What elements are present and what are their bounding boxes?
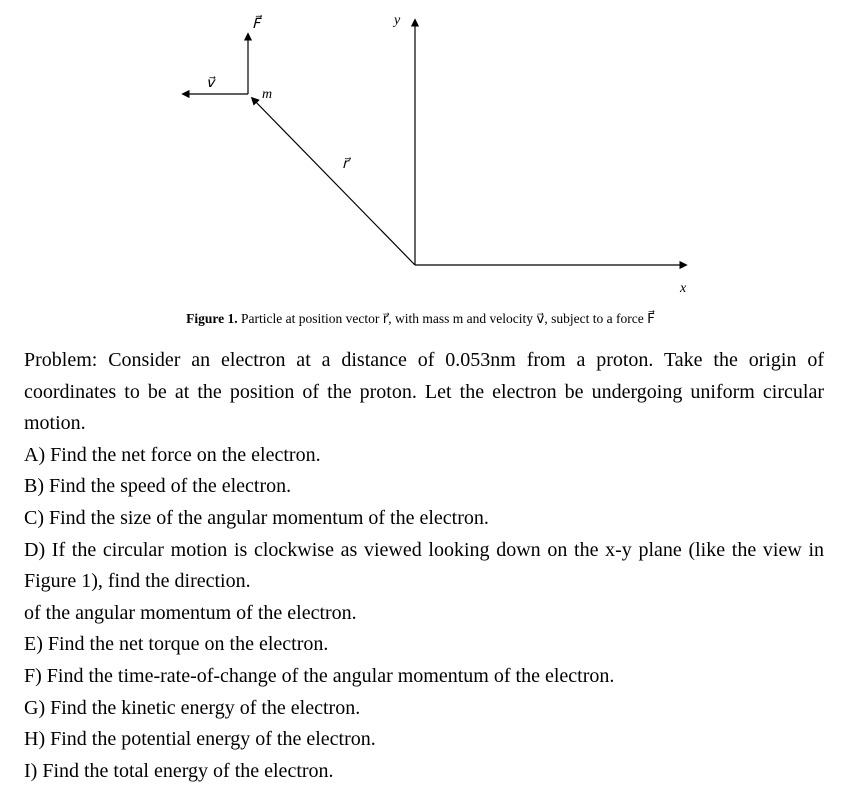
part-d: D) If the circular motion is clockwise a… — [24, 535, 824, 598]
f-vector-label: F⃗ — [252, 14, 262, 32]
caption-text: Particle at position vector r⃗, with mas… — [238, 311, 655, 326]
figure-caption: Figure 1. Particle at position vector r⃗… — [0, 311, 841, 327]
part-c: C) Find the size of the angular momentum… — [24, 503, 824, 535]
r-vector-label: r⃗ — [342, 157, 351, 172]
x-axis-label: x — [679, 281, 687, 296]
problem-body: Problem: Consider an electron at a dista… — [24, 345, 824, 787]
part-a: A) Find the net force on the electron. — [24, 440, 824, 472]
mass-label: m — [262, 87, 272, 102]
part-f: F) Find the time-rate-of-change of the a… — [24, 661, 824, 693]
part-e: E) Find the net torque on the electron. — [24, 629, 824, 661]
part-g: G) Find the kinetic energy of the electr… — [24, 693, 824, 725]
figure-diagram: x y r⃗ F⃗ v⃗ m — [0, 0, 841, 310]
r-vector — [252, 98, 415, 265]
problem-intro: Problem: Consider an electron at a dista… — [24, 345, 824, 440]
part-b: B) Find the speed of the electron. — [24, 471, 824, 503]
page: x y r⃗ F⃗ v⃗ m Figure 1. Particle at pos… — [0, 0, 841, 770]
v-vector-label: v⃗ — [206, 76, 216, 91]
part-i: I) Find the total energy of the electron… — [24, 756, 824, 787]
caption-prefix: Figure 1. — [186, 311, 238, 326]
diagram-svg: x y r⃗ F⃗ v⃗ m — [0, 0, 841, 310]
part-h: H) Find the potential energy of the elec… — [24, 724, 824, 756]
part-d-cont: of the angular momentum of the electron. — [24, 598, 824, 630]
y-axis-label: y — [392, 13, 401, 28]
